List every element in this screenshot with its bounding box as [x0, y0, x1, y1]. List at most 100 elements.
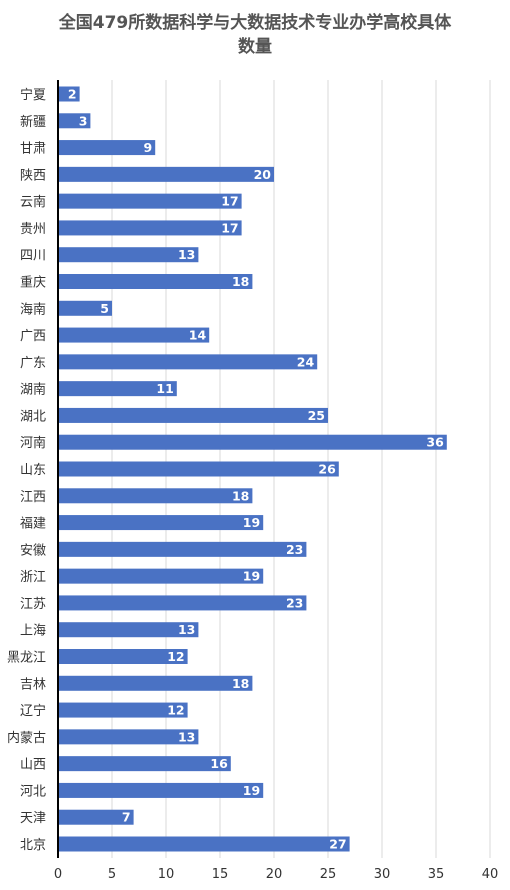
bar-value-label-2: 3 [79, 113, 88, 128]
bar-value-label-13: 25 [308, 408, 325, 423]
bar-2 [58, 113, 91, 129]
bar-value-label-6: 17 [221, 220, 238, 235]
bar-value-label-17: 19 [243, 515, 260, 530]
category-label-27: 河北 [20, 784, 46, 799]
bar-value-label-29: 27 [329, 837, 346, 852]
bar-25 [58, 729, 199, 745]
bar-4 [58, 166, 274, 182]
bar-10 [58, 327, 210, 343]
bar-value-label-7: 13 [178, 247, 195, 262]
bar-value-label-23: 18 [232, 676, 249, 691]
bar-value-label-5: 17 [221, 194, 238, 209]
bar-value-label-22: 12 [167, 649, 184, 664]
bar-value-label-8: 18 [232, 274, 249, 289]
bar-value-label-9: 5 [100, 301, 109, 316]
category-label-5: 云南 [20, 194, 46, 210]
bar-8 [58, 274, 253, 289]
bar-16 [58, 488, 253, 504]
category-label-25: 内蒙古 [7, 730, 46, 746]
category-label-7: 四川 [20, 249, 46, 264]
category-label-21: 上海 [20, 624, 46, 639]
category-label-23: 吉林 [20, 677, 46, 692]
category-label-24: 辽宁 [20, 703, 46, 719]
category-label-19: 浙江 [20, 570, 46, 585]
bar-18 [58, 541, 307, 557]
category-label-29: 北京 [20, 838, 46, 853]
bar-value-label-26: 16 [210, 756, 228, 771]
category-label-17: 福建 [20, 517, 46, 532]
category-label-26: 山西 [20, 758, 46, 773]
bar-value-label-15: 26 [318, 462, 336, 477]
bar-19 [58, 568, 264, 584]
category-label-16: 江西 [20, 490, 46, 505]
bar-29 [58, 836, 350, 852]
category-label-4: 陕西 [20, 168, 46, 183]
bar-3 [58, 140, 156, 156]
bar-value-label-25: 13 [178, 729, 195, 744]
category-label-8: 重庆 [20, 275, 46, 291]
bar-12 [58, 381, 177, 397]
x-tick-label-40: 40 [482, 867, 499, 882]
category-label-20: 江苏 [20, 596, 46, 612]
bar-value-label-3: 9 [143, 140, 152, 155]
bar-value-label-10: 14 [189, 328, 207, 343]
bar-14 [58, 434, 447, 450]
category-label-15: 山东 [20, 463, 46, 478]
category-label-3: 甘肃 [20, 142, 46, 157]
category-label-10: 广西 [20, 329, 46, 344]
bar-23 [58, 675, 253, 691]
bar-21 [58, 622, 199, 638]
bar-20 [58, 595, 307, 611]
bar-value-label-21: 13 [178, 622, 195, 637]
bar-value-label-27: 19 [243, 783, 260, 798]
bar-value-label-28: 7 [122, 810, 131, 825]
bar-value-label-12: 11 [156, 381, 173, 396]
x-tick-label-0: 0 [54, 867, 62, 882]
category-label-9: 海南 [20, 301, 46, 317]
bar-26 [58, 756, 231, 772]
bar-value-label-18: 23 [286, 542, 303, 557]
bar-17 [58, 515, 264, 531]
bar-9 [58, 300, 112, 316]
bar-22 [58, 649, 188, 664]
x-tick-label-5: 5 [108, 867, 116, 882]
bar-1 [58, 86, 80, 102]
bar-27 [58, 782, 264, 798]
bar-value-label-11: 24 [297, 354, 315, 369]
category-label-2: 新疆 [20, 114, 46, 130]
x-tick-label-20: 20 [266, 867, 283, 882]
bar-7 [58, 247, 199, 263]
bar-15 [58, 461, 339, 477]
category-label-12: 湖南 [20, 382, 46, 398]
x-tick-label-15: 15 [212, 867, 229, 882]
bar-value-label-20: 23 [286, 595, 303, 610]
bar-value-label-4: 20 [254, 167, 272, 182]
bar-value-label-1: 2 [68, 87, 77, 102]
x-tick-label-25: 25 [320, 867, 337, 882]
category-label-13: 湖北 [20, 409, 46, 424]
x-tick-label-35: 35 [428, 867, 445, 882]
bar-6 [58, 220, 242, 236]
bar-value-label-19: 19 [243, 569, 260, 584]
bar-13 [58, 407, 328, 423]
x-tick-label-10: 10 [158, 867, 175, 882]
category-label-14: 河南 [20, 435, 46, 451]
bar-value-label-14: 36 [426, 435, 444, 450]
bar-11 [58, 354, 318, 370]
bar-24 [58, 702, 188, 718]
bar-value-label-24: 12 [167, 703, 184, 718]
category-label-1: 宁夏 [20, 87, 46, 103]
bar-5 [58, 193, 242, 209]
bar-28 [58, 809, 134, 825]
chart-title-line-2: 数量 [238, 37, 272, 57]
chart-title-line-1: 全国479所数据科学与大数据技术专业办学高校具体 [58, 13, 452, 33]
category-label-6: 贵州 [20, 222, 46, 237]
bar-value-label-16: 18 [232, 488, 249, 503]
category-label-22: 黑龙江 [7, 651, 46, 666]
x-tick-label-30: 30 [374, 867, 391, 882]
category-label-18: 安徽 [20, 543, 46, 558]
category-label-28: 天津 [20, 811, 46, 826]
category-label-11: 广东 [20, 356, 46, 371]
